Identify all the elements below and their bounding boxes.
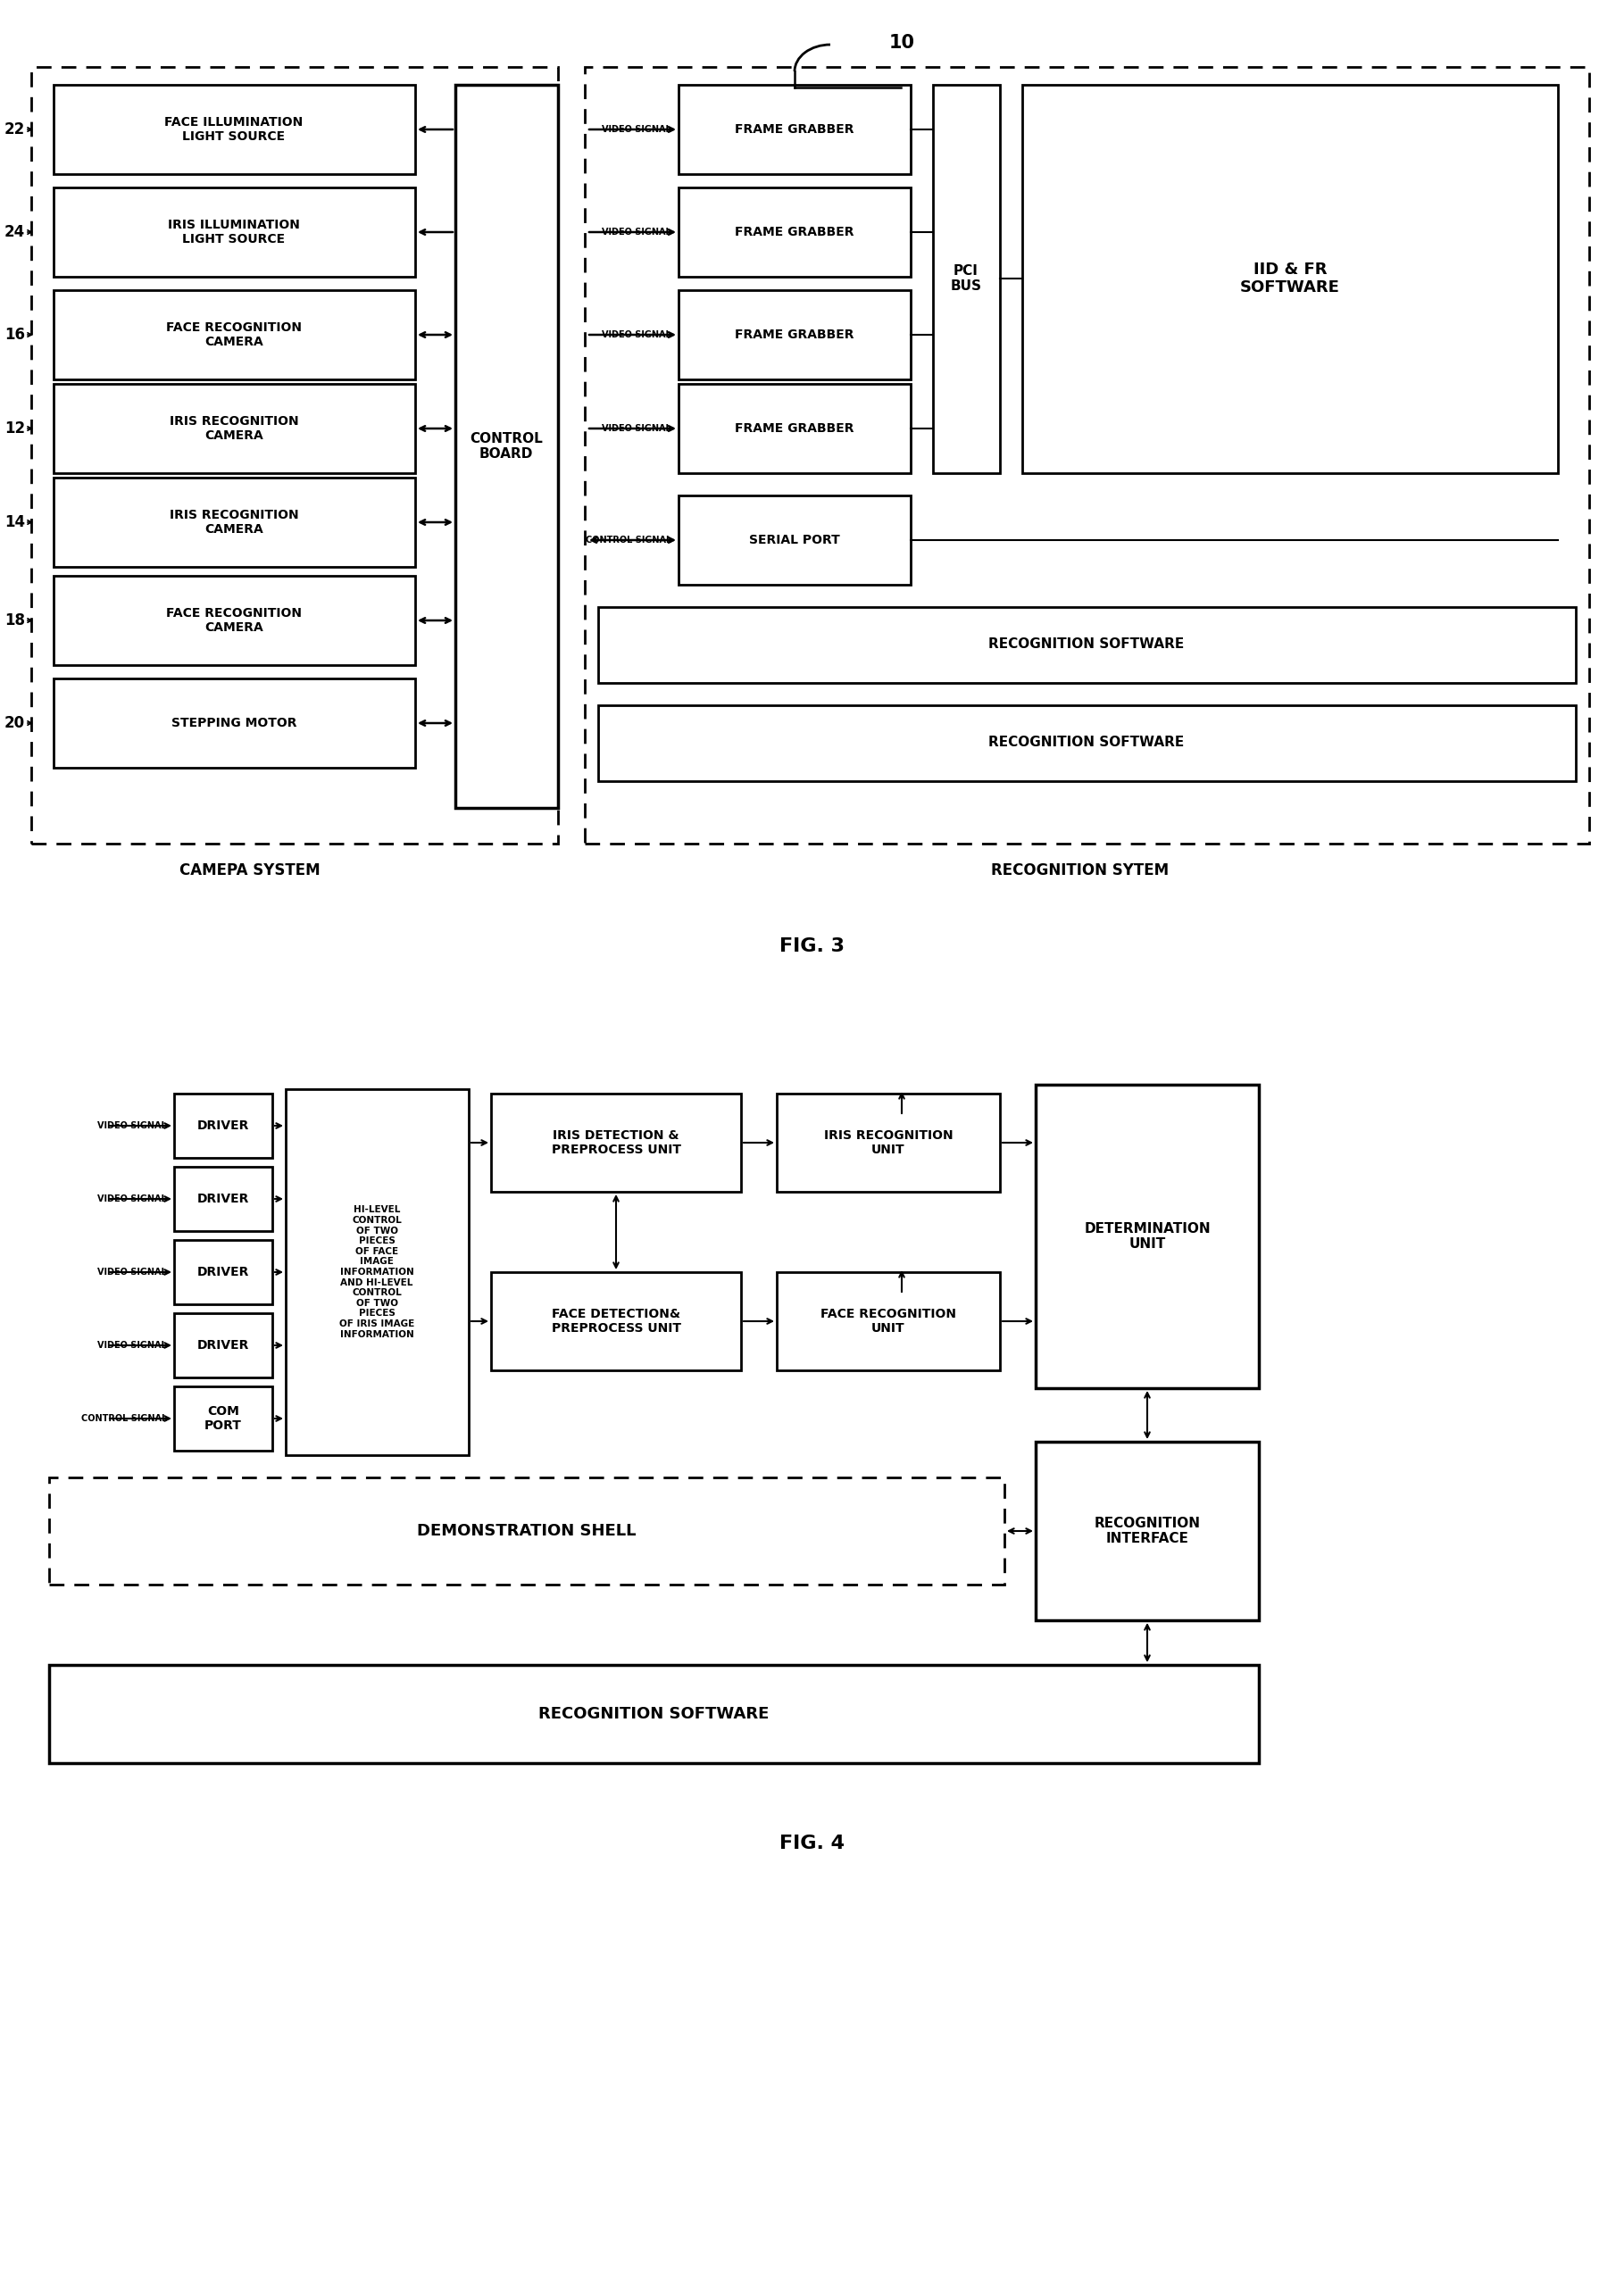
Bar bbox=[174, 1386, 273, 1450]
Text: FACE RECOGNITION
CAMERA: FACE RECOGNITION CAMERA bbox=[166, 606, 302, 634]
Text: DRIVER: DRIVER bbox=[197, 1192, 248, 1206]
Text: DRIVER: DRIVER bbox=[197, 1338, 248, 1352]
Text: IRIS RECOGNITION
CAMERA: IRIS RECOGNITION CAMERA bbox=[169, 415, 299, 442]
Text: FACE RECOGNITION
CAMERA: FACE RECOGNITION CAMERA bbox=[166, 321, 302, 349]
Text: CONTROL SIGNAL: CONTROL SIGNAL bbox=[586, 536, 671, 545]
Bar bbox=[54, 290, 416, 378]
Bar bbox=[174, 1094, 273, 1158]
Text: IRIS ILLUMINATION
LIGHT SOURCE: IRIS ILLUMINATION LIGHT SOURCE bbox=[167, 219, 300, 246]
Bar bbox=[776, 1272, 1000, 1370]
Text: RECOGNITION
INTERFACE: RECOGNITION INTERFACE bbox=[1095, 1516, 1200, 1546]
Text: 10: 10 bbox=[888, 34, 914, 52]
Text: RECOGNITION SYTEM: RECOGNITION SYTEM bbox=[991, 862, 1169, 878]
Bar bbox=[598, 606, 1575, 684]
Text: DEMONSTRATION SHELL: DEMONSTRATION SHELL bbox=[417, 1523, 637, 1539]
Bar bbox=[679, 495, 911, 584]
Text: 16: 16 bbox=[5, 326, 24, 342]
Text: DRIVER: DRIVER bbox=[197, 1119, 248, 1131]
Bar bbox=[679, 383, 911, 474]
Text: DRIVER: DRIVER bbox=[197, 1265, 248, 1279]
Text: VIDEO SIGNAL: VIDEO SIGNAL bbox=[97, 1195, 167, 1204]
Text: VIDEO SIGNAL: VIDEO SIGNAL bbox=[603, 424, 671, 433]
Text: FRAME GRABBER: FRAME GRABBER bbox=[736, 123, 854, 137]
Text: CONTROL SIGNAL: CONTROL SIGNAL bbox=[81, 1414, 167, 1423]
Text: CAMEPA SYSTEM: CAMEPA SYSTEM bbox=[180, 862, 320, 878]
Text: VIDEO SIGNAL: VIDEO SIGNAL bbox=[603, 228, 671, 237]
Text: IID & FR
SOFTWARE: IID & FR SOFTWARE bbox=[1241, 262, 1340, 296]
Bar bbox=[54, 84, 416, 173]
Text: HI-LEVEL
CONTROL
OF TWO
PIECES
OF FACE
IMAGE
INFORMATION
AND HI-LEVEL
CONTROL
OF: HI-LEVEL CONTROL OF TWO PIECES OF FACE I… bbox=[339, 1206, 414, 1338]
Bar bbox=[286, 1090, 469, 1455]
Text: STEPPING MOTOR: STEPPING MOTOR bbox=[171, 716, 297, 730]
Text: 14: 14 bbox=[5, 515, 24, 531]
Bar bbox=[679, 187, 911, 276]
Text: FIG. 4: FIG. 4 bbox=[780, 1835, 844, 1851]
Text: VIDEO SIGNAL: VIDEO SIGNAL bbox=[603, 331, 671, 340]
Text: IRIS RECOGNITION
CAMERA: IRIS RECOGNITION CAMERA bbox=[169, 508, 299, 536]
Bar bbox=[598, 705, 1575, 782]
Bar bbox=[54, 187, 416, 276]
Text: RECOGNITION SOFTWARE: RECOGNITION SOFTWARE bbox=[538, 1705, 768, 1721]
Text: CONTROL
BOARD: CONTROL BOARD bbox=[469, 431, 542, 461]
Text: FACE RECOGNITION
UNIT: FACE RECOGNITION UNIT bbox=[820, 1309, 957, 1334]
Text: FACE ILLUMINATION
LIGHT SOURCE: FACE ILLUMINATION LIGHT SOURCE bbox=[164, 116, 304, 144]
Text: 18: 18 bbox=[5, 613, 24, 629]
Text: COM
PORT: COM PORT bbox=[205, 1404, 242, 1432]
Bar bbox=[679, 290, 911, 378]
Bar bbox=[49, 1477, 1004, 1585]
Text: FACE DETECTION&
PREPROCESS UNIT: FACE DETECTION& PREPROCESS UNIT bbox=[551, 1309, 680, 1334]
Text: 22: 22 bbox=[5, 121, 24, 137]
Bar bbox=[1021, 84, 1557, 474]
Text: 24: 24 bbox=[5, 223, 24, 239]
Text: FRAME GRABBER: FRAME GRABBER bbox=[736, 422, 854, 435]
Text: IRIS RECOGNITION
UNIT: IRIS RECOGNITION UNIT bbox=[823, 1129, 953, 1156]
Bar bbox=[54, 679, 416, 768]
Bar bbox=[174, 1313, 273, 1377]
Bar bbox=[54, 577, 416, 666]
Text: 12: 12 bbox=[5, 420, 24, 435]
Bar bbox=[776, 1094, 1000, 1192]
Bar bbox=[490, 1272, 741, 1370]
Text: FIG. 3: FIG. 3 bbox=[780, 937, 844, 955]
Text: RECOGNITION SOFTWARE: RECOGNITION SOFTWARE bbox=[989, 736, 1184, 750]
Text: FRAME GRABBER: FRAME GRABBER bbox=[736, 328, 854, 342]
Text: PCI
BUS: PCI BUS bbox=[950, 264, 981, 294]
Bar bbox=[174, 1240, 273, 1304]
Bar bbox=[49, 1664, 1259, 1762]
Text: IRIS DETECTION &
PREPROCESS UNIT: IRIS DETECTION & PREPROCESS UNIT bbox=[551, 1129, 680, 1156]
Bar bbox=[490, 1094, 741, 1192]
Bar bbox=[585, 66, 1590, 844]
Text: FRAME GRABBER: FRAME GRABBER bbox=[736, 226, 854, 239]
Text: VIDEO SIGNAL: VIDEO SIGNAL bbox=[603, 125, 671, 135]
Text: VIDEO SIGNAL: VIDEO SIGNAL bbox=[97, 1268, 167, 1277]
Bar bbox=[679, 84, 911, 173]
Bar bbox=[1036, 1441, 1259, 1621]
Text: SERIAL PORT: SERIAL PORT bbox=[749, 534, 840, 547]
Bar bbox=[932, 84, 1000, 474]
Bar bbox=[31, 66, 559, 844]
Bar bbox=[455, 84, 559, 807]
Text: 20: 20 bbox=[5, 716, 24, 732]
Bar bbox=[1036, 1085, 1259, 1389]
Text: RECOGNITION SOFTWARE: RECOGNITION SOFTWARE bbox=[989, 638, 1184, 652]
Bar bbox=[174, 1167, 273, 1231]
Text: VIDEO SIGNAL: VIDEO SIGNAL bbox=[97, 1341, 167, 1350]
Bar bbox=[54, 477, 416, 568]
Text: DETERMINATION
UNIT: DETERMINATION UNIT bbox=[1085, 1222, 1210, 1252]
Bar bbox=[54, 383, 416, 474]
Text: VIDEO SIGNAL: VIDEO SIGNAL bbox=[97, 1122, 167, 1131]
